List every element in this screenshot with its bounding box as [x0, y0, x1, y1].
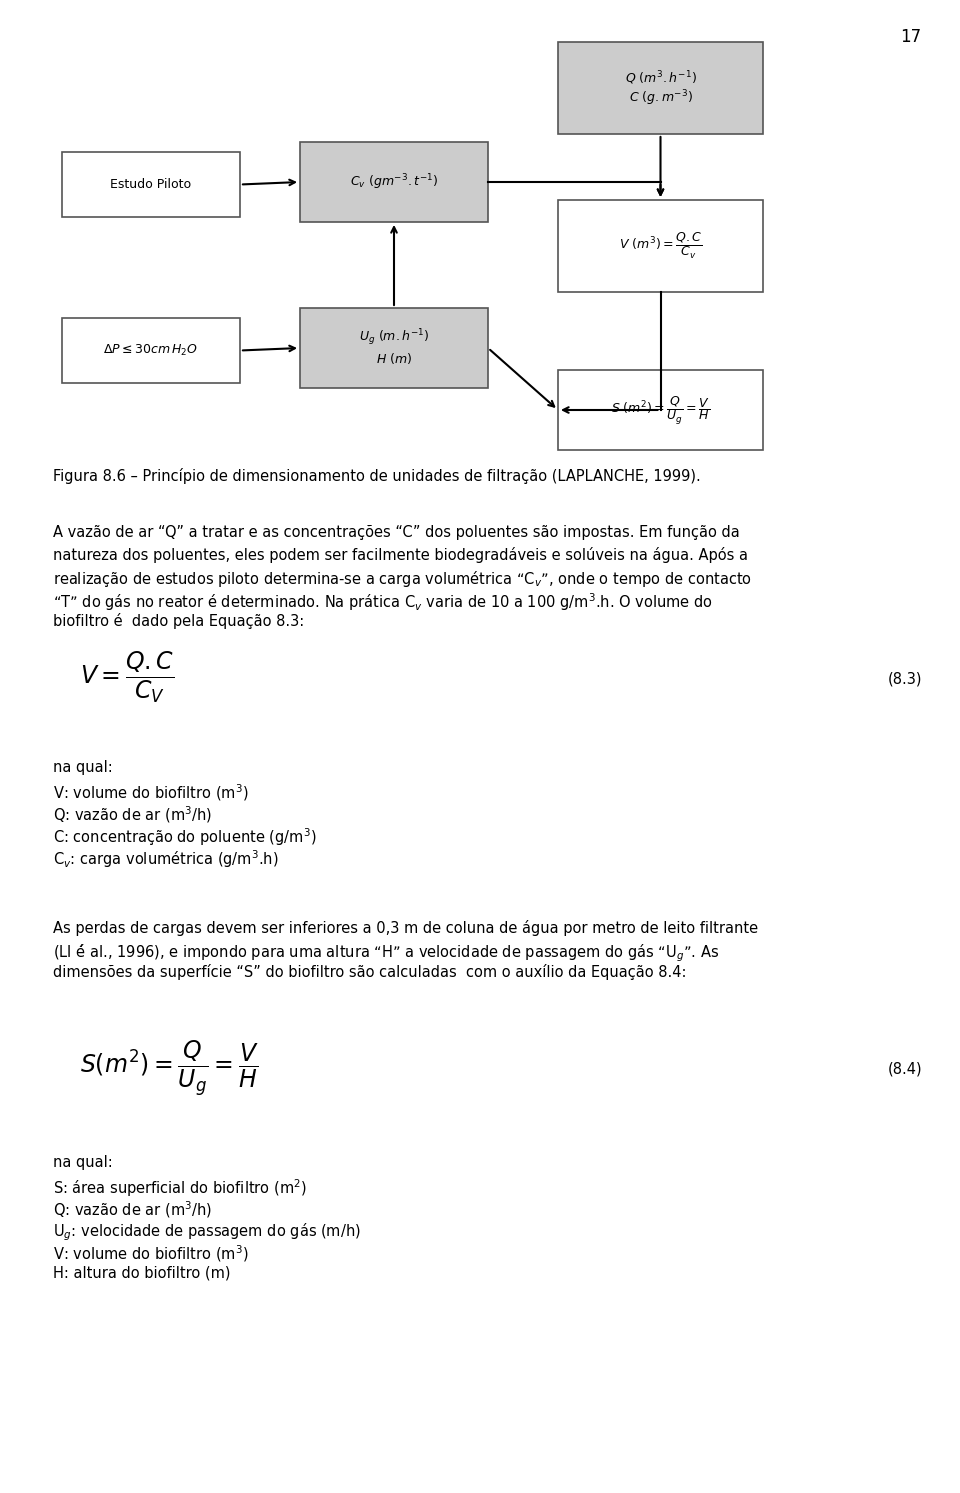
Bar — [558, 370, 763, 449]
Bar — [300, 308, 488, 388]
Text: $S(m^2) = \dfrac{Q}{U_g} = \dfrac{V}{H}$: $S(m^2) = \dfrac{Q}{U_g} = \dfrac{V}{H}$ — [80, 1041, 259, 1099]
Text: 17: 17 — [900, 28, 922, 46]
Text: $V = \dfrac{Q.C}{C_V}$: $V = \dfrac{Q.C}{C_V}$ — [80, 649, 175, 705]
Bar — [558, 42, 763, 134]
Text: “T” do gás no reator é determinado. Na prática C$_v$ varia de 10 a 100 g/m$^3$.h: “T” do gás no reator é determinado. Na p… — [53, 591, 712, 612]
Text: $H\ (m)$: $H\ (m)$ — [375, 351, 412, 366]
Text: C: concentração do poluente (g/m$^3$): C: concentração do poluente (g/m$^3$) — [53, 826, 317, 848]
Text: $C_v\ (gm^{-3}.t^{-1})$: $C_v\ (gm^{-3}.t^{-1})$ — [349, 172, 438, 191]
Bar — [558, 200, 763, 293]
Text: V: volume do biofiltro (m$^3$): V: volume do biofiltro (m$^3$) — [53, 1244, 249, 1263]
Text: $V\ (m^3)=\dfrac{Q.C}{C_v}$: $V\ (m^3)=\dfrac{Q.C}{C_v}$ — [619, 231, 702, 261]
Text: $Q\ (m^3.h^{-1})$: $Q\ (m^3.h^{-1})$ — [625, 69, 696, 87]
Text: A vazão de ar “Q” a tratar e as concentrações “C” dos poluentes são impostas. Em: A vazão de ar “Q” a tratar e as concentr… — [53, 526, 740, 540]
Text: $C\ (g.m^{-3})$: $C\ (g.m^{-3})$ — [629, 88, 692, 107]
Text: U$_g$: velocidade de passagem do gás (m/h): U$_g$: velocidade de passagem do gás (m/… — [53, 1221, 361, 1242]
Text: $S\ (m^2)=\dfrac{Q}{U_g}=\dfrac{V}{H}$: $S\ (m^2)=\dfrac{Q}{U_g}=\dfrac{V}{H}$ — [611, 394, 710, 426]
Text: V: volume do biofiltro (m$^3$): V: volume do biofiltro (m$^3$) — [53, 782, 249, 803]
Bar — [62, 318, 240, 384]
Bar — [300, 142, 488, 222]
Text: S: área superficial do biofiltro (m$^2$): S: área superficial do biofiltro (m$^2$) — [53, 1176, 307, 1199]
Text: H: altura do biofiltro (m): H: altura do biofiltro (m) — [53, 1265, 230, 1280]
Text: Q: vazão de ar (m$^3$/h): Q: vazão de ar (m$^3$/h) — [53, 1199, 212, 1220]
Text: Figura 8.6 – Princípio de dimensionamento de unidades de filtração (LAPLANCHE, 1: Figura 8.6 – Princípio de dimensionament… — [53, 467, 701, 484]
Text: $U_g\ (m.h^{-1})$: $U_g\ (m.h^{-1})$ — [359, 327, 429, 348]
Text: realização de estudos piloto determina-se a carga volumétrica “C$_v$”, onde o te: realização de estudos piloto determina-s… — [53, 569, 752, 590]
Text: biofiltro é  dado pela Equação 8.3:: biofiltro é dado pela Equação 8.3: — [53, 614, 304, 629]
Bar — [62, 152, 240, 216]
Text: natureza dos poluentes, eles podem ser facilmente biodegradáveis e solúveis na á: natureza dos poluentes, eles podem ser f… — [53, 546, 748, 563]
Text: (8.4): (8.4) — [888, 1062, 923, 1076]
Text: (8.3): (8.3) — [888, 672, 923, 687]
Text: C$_v$: carga volumétrica (g/m$^3$.h): C$_v$: carga volumétrica (g/m$^3$.h) — [53, 848, 278, 870]
Text: dimensões da superfície “S” do biofiltro são calculadas  com o auxílio da Equaçã: dimensões da superfície “S” do biofiltro… — [53, 964, 686, 979]
Text: na qual:: na qual: — [53, 1156, 112, 1171]
Text: $\Delta P \leq 30cm\,H_2O$: $\Delta P \leq 30cm\,H_2O$ — [104, 343, 199, 358]
Text: Estudo Piloto: Estudo Piloto — [110, 178, 192, 191]
Text: As perdas de cargas devem ser inferiores a 0,3 m de coluna de água por metro de : As perdas de cargas devem ser inferiores… — [53, 920, 758, 936]
Text: Q: vazão de ar (m$^3$/h): Q: vazão de ar (m$^3$/h) — [53, 805, 212, 824]
Text: na qual:: na qual: — [53, 760, 112, 775]
Text: (LI é́ al., 1996), e impondo para uma altura “H” a velocidade de passagem do gás: (LI é́ al., 1996), e impondo para uma al… — [53, 942, 719, 963]
